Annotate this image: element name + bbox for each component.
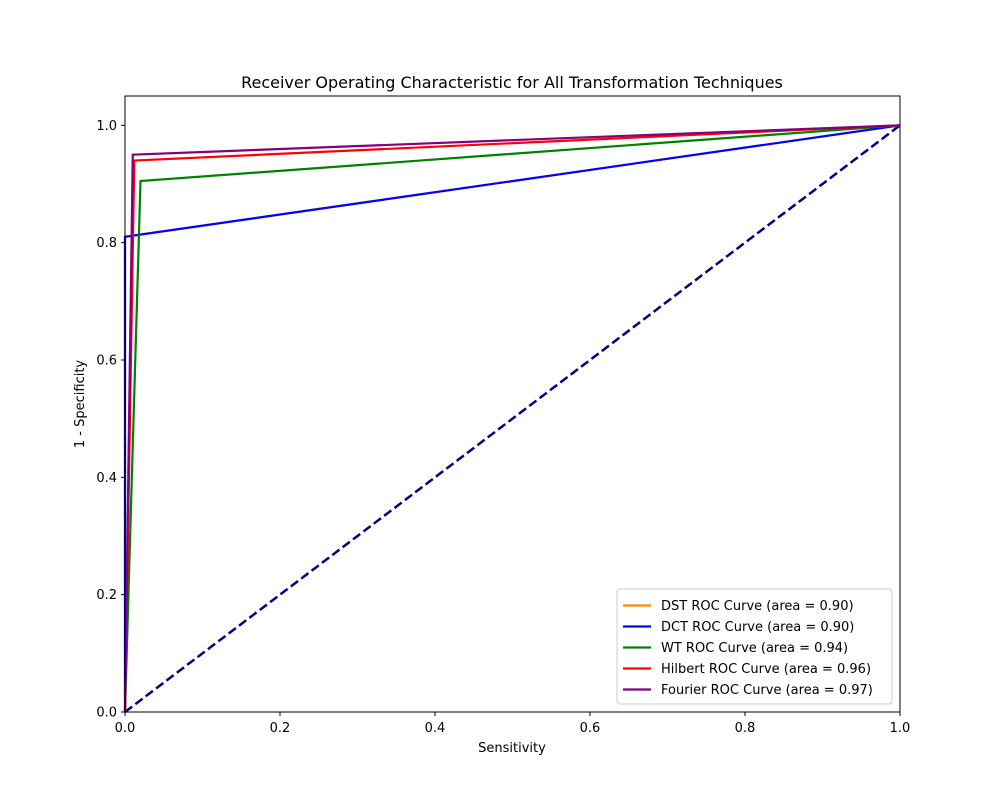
legend-label-wt: WT ROC Curve (area = 0.94) [661, 641, 848, 656]
y-axis-ticks: 0.0 0.2 0.4 0.6 0.8 1.0 [96, 119, 125, 721]
series-line-fourier [123, 124, 901, 713]
y-tick-label: 0.8 [96, 236, 117, 251]
x-tick-label: 0.4 [425, 721, 446, 736]
y-tick-label: 0.2 [96, 588, 117, 603]
chart-title: Receiver Operating Characteristic for Al… [241, 73, 783, 92]
legend-box [616, 588, 893, 705]
x-tick-label: 0.6 [580, 721, 601, 736]
legend-label-dct: DCT ROC Curve (area = 0.90) [661, 620, 854, 635]
plot-frame [124, 95, 901, 713]
x-tick-label: 1.0 [890, 721, 911, 736]
y-tick-label: 0.6 [96, 354, 117, 369]
x-tick-label: 0.2 [270, 721, 291, 736]
x-axis-ticks: 0.0 0.2 0.4 0.6 0.8 1.0 [115, 712, 911, 736]
legend-label-dst: DST ROC Curve (area = 0.90) [661, 599, 854, 614]
reference-diagonal-line [124, 124, 901, 713]
x-tick-label: 0.8 [735, 721, 756, 736]
y-tick-label: 0.4 [96, 471, 117, 486]
legend: DST ROC Curve (area = 0.90) DCT ROC Curve… [616, 588, 893, 705]
series-line-wt [123, 124, 901, 713]
y-tick-label: 1.0 [96, 119, 117, 134]
x-tick-label: 0.0 [115, 721, 136, 736]
x-axis-label: Sensitivity [478, 741, 546, 756]
legend-label-hilbert: Hilbert ROC Curve (area = 0.96) [661, 662, 871, 677]
legend-label-fourier: Fourier ROC Curve (area = 0.97) [661, 683, 873, 698]
y-tick-label: 0.0 [96, 706, 117, 721]
y-axis-label: 1 - Specificity [73, 360, 88, 449]
